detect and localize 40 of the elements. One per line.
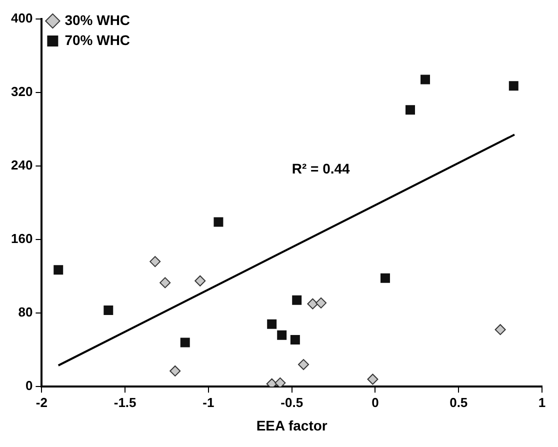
y-tick-label: 320	[10, 84, 33, 99]
point	[508, 81, 518, 91]
point	[180, 338, 190, 348]
point	[54, 265, 64, 275]
point	[267, 319, 277, 329]
x-tick-label: 0.5	[450, 394, 468, 410]
point	[214, 217, 224, 227]
y-tick-label: 160	[10, 231, 33, 246]
point	[420, 74, 430, 84]
x-tick-label: 1	[538, 394, 546, 410]
x-axis-title: EEA factor	[256, 417, 328, 434]
point	[307, 298, 318, 310]
point	[150, 256, 161, 268]
point	[266, 378, 278, 387]
point	[290, 334, 300, 344]
y-tick-label: 80	[18, 304, 33, 320]
point	[316, 297, 327, 308]
y-tick-label: 240	[10, 158, 33, 172]
x-tick-label: -0.5	[280, 394, 304, 410]
legend-label: 70% WHC	[64, 32, 130, 48]
annotation: R² = 0.44	[292, 160, 350, 176]
y-tick-label: 0	[25, 378, 33, 394]
x-tick-label: 0	[372, 394, 379, 410]
x-tick-label: -2	[36, 394, 48, 410]
point	[367, 374, 378, 385]
point	[406, 105, 415, 115]
point	[380, 273, 390, 283]
point	[494, 324, 506, 336]
point	[277, 330, 287, 340]
point	[104, 306, 114, 316]
legend-label: 30% WHC	[64, 12, 130, 28]
point	[160, 277, 171, 288]
point	[292, 295, 302, 305]
point	[194, 275, 206, 286]
point	[170, 365, 181, 376]
x-tick-label: -1.5	[114, 394, 136, 410]
y-tick-label: 400	[10, 10, 33, 26]
x-tick-label: -1	[202, 394, 214, 410]
point	[298, 359, 310, 370]
point	[274, 377, 286, 387]
